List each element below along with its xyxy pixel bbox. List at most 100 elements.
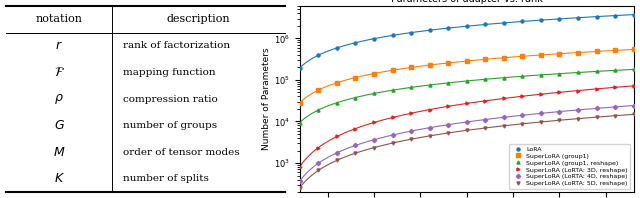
SuperLoRA (group1) — [463, 60, 470, 62]
SuperLoRA (group1) — [556, 52, 563, 55]
SuperLoRA (LoRTA: 4D, reshape): (1, 370): 4D, reshape): (1, 370) — [296, 180, 303, 182]
SuperLoRA (LoRTA: 4D, reshape): (9, 8.38e+03): 4D, reshape): (9, 8.38e+03) — [444, 124, 452, 126]
SuperLoRA (LoRTA: 4D, reshape): (11, 1.11e+04): 4D, reshape): (11, 1.11e+04) — [481, 118, 489, 121]
SuperLoRA (group1) — [630, 48, 637, 51]
LoRA — [630, 13, 637, 16]
SuperLoRA (LoRTA: 3D, reshape): (19, 7.2e+04): 3D, reshape): (19, 7.2e+04) — [630, 85, 637, 87]
SuperLoRA (group1, reshape) — [314, 109, 322, 111]
SuperLoRA (LoRTA: 5D, reshape): (18, 1.38e+04): 5D, reshape): (18, 1.38e+04) — [611, 114, 619, 117]
SuperLoRA (LoRTA: 4D, reshape): (15, 1.73e+04): 4D, reshape): (15, 1.73e+04) — [556, 110, 563, 113]
LoRA — [426, 29, 433, 31]
SuperLoRA (group1, reshape) — [518, 75, 526, 77]
SuperLoRA (LoRTA: 4D, reshape): (12, 1.26e+04): 4D, reshape): (12, 1.26e+04) — [500, 116, 508, 118]
Text: $\rho$: $\rho$ — [54, 92, 64, 106]
SuperLoRA (LoRTA: 5D, reshape): (11, 6.98e+03): 5D, reshape): (11, 6.98e+03) — [481, 127, 489, 129]
SuperLoRA (group1, reshape) — [426, 84, 433, 86]
Text: compression ratio: compression ratio — [124, 94, 218, 104]
LoRA — [593, 15, 600, 18]
Legend: LoRA, SuperLoRA (group1), SuperLoRA (group1, reshape), SuperLoRA (LoRTA: 3D, res: LoRA, SuperLoRA (group1), SuperLoRA (gro… — [509, 144, 630, 189]
SuperLoRA (LoRTA: 4D, reshape): (2, 990): 4D, reshape): (2, 990) — [314, 162, 322, 164]
SuperLoRA (LoRTA: 3D, reshape): (7, 1.58e+04): 3D, reshape): (7, 1.58e+04) — [407, 112, 415, 114]
SuperLoRA (group1) — [537, 54, 545, 56]
SuperLoRA (LoRTA: 4D, reshape): (3, 1.76e+03): 4D, reshape): (3, 1.76e+03) — [333, 152, 340, 154]
SuperLoRA (LoRTA: 5D, reshape): (7, 3.74e+03): 5D, reshape): (7, 3.74e+03) — [407, 138, 415, 140]
SuperLoRA (group1, reshape) — [444, 82, 452, 84]
SuperLoRA (LoRTA: 4D, reshape): (7, 5.86e+03): 4D, reshape): (7, 5.86e+03) — [407, 130, 415, 132]
SuperLoRA (LoRTA: 3D, reshape): (6, 1.25e+04): 3D, reshape): (6, 1.25e+04) — [388, 116, 396, 119]
Line: LoRA: LoRA — [298, 13, 635, 69]
SuperLoRA (LoRTA: 5D, reshape): (2, 664): 5D, reshape): (2, 664) — [314, 169, 322, 172]
SuperLoRA (LoRTA: 5D, reshape): (16, 1.17e+04): 5D, reshape): (16, 1.17e+04) — [574, 117, 582, 120]
SuperLoRA (group1, reshape) — [574, 71, 582, 74]
SuperLoRA (group1) — [518, 55, 526, 57]
Text: mapping function: mapping function — [124, 68, 216, 77]
SuperLoRA (LoRTA: 4D, reshape): (5, 3.64e+03): 4D, reshape): (5, 3.64e+03) — [370, 139, 378, 141]
SuperLoRA (LoRTA: 4D, reshape): (14, 1.57e+04): 4D, reshape): (14, 1.57e+04) — [537, 112, 545, 114]
SuperLoRA (group1) — [333, 82, 340, 84]
SuperLoRA (group1, reshape) — [463, 80, 470, 82]
Text: notation: notation — [36, 14, 83, 24]
LoRA — [537, 19, 545, 21]
Text: order of tensor modes: order of tensor modes — [124, 148, 240, 157]
SuperLoRA (LoRTA: 3D, reshape): (10, 2.72e+04): 3D, reshape): (10, 2.72e+04) — [463, 102, 470, 105]
SuperLoRA (group1) — [611, 49, 619, 52]
Text: rank of factorization: rank of factorization — [124, 41, 230, 50]
SuperLoRA (group1, reshape) — [407, 86, 415, 89]
SuperLoRA (LoRTA: 3D, reshape): (18, 6.63e+04): 3D, reshape): (18, 6.63e+04) — [611, 86, 619, 89]
SuperLoRA (LoRTA: 3D, reshape): (13, 4.05e+04): 3D, reshape): (13, 4.05e+04) — [518, 95, 526, 97]
LoRA — [351, 42, 359, 44]
SuperLoRA (LoRTA: 5D, reshape): (1, 255): 5D, reshape): (1, 255) — [296, 187, 303, 189]
SuperLoRA (LoRTA: 5D, reshape): (17, 1.27e+04): 5D, reshape): (17, 1.27e+04) — [593, 116, 600, 118]
SuperLoRA (group1, reshape) — [593, 70, 600, 73]
Text: number of splits: number of splits — [124, 174, 209, 183]
LoRA — [500, 22, 508, 24]
SuperLoRA (LoRTA: 3D, reshape): (3, 4.36e+03): 3D, reshape): (3, 4.36e+03) — [333, 135, 340, 138]
SuperLoRA (LoRTA: 4D, reshape): (4, 2.65e+03): 4D, reshape): (4, 2.65e+03) — [351, 144, 359, 147]
Text: $\mathcal{F}$: $\mathcal{F}$ — [54, 66, 65, 79]
SuperLoRA (LoRTA: 4D, reshape): (17, 2.07e+04): 4D, reshape): (17, 2.07e+04) — [593, 107, 600, 109]
LoRA — [556, 18, 563, 20]
Text: $G$: $G$ — [54, 119, 65, 132]
Line: SuperLoRA (group1, reshape): SuperLoRA (group1, reshape) — [298, 68, 635, 124]
SuperLoRA (LoRTA: 4D, reshape): (8, 7.09e+03): 4D, reshape): (8, 7.09e+03) — [426, 127, 433, 129]
SuperLoRA (LoRTA: 3D, reshape): (2, 2.35e+03): 3D, reshape): (2, 2.35e+03) — [314, 146, 322, 149]
SuperLoRA (LoRTA: 3D, reshape): (12, 3.58e+04): 3D, reshape): (12, 3.58e+04) — [500, 97, 508, 100]
SuperLoRA (group1) — [426, 64, 433, 66]
LoRA — [314, 54, 322, 56]
SuperLoRA (group1) — [370, 72, 378, 75]
SuperLoRA (group1) — [351, 76, 359, 79]
SuperLoRA (group1, reshape) — [556, 72, 563, 75]
SuperLoRA (group1, reshape) — [296, 121, 303, 124]
SuperLoRA (group1) — [574, 51, 582, 54]
SuperLoRA (LoRTA: 4D, reshape): (18, 2.24e+04): 4D, reshape): (18, 2.24e+04) — [611, 106, 619, 108]
LoRA — [333, 47, 340, 49]
SuperLoRA (LoRTA: 5D, reshape): (5, 2.35e+03): 5D, reshape): (5, 2.35e+03) — [370, 146, 378, 149]
SuperLoRA (group1) — [500, 57, 508, 59]
Y-axis label: Number of Parameters: Number of Parameters — [262, 48, 271, 150]
SuperLoRA (group1, reshape) — [333, 102, 340, 104]
Line: SuperLoRA (LoRTA: 4D, reshape): SuperLoRA (LoRTA: 4D, reshape) — [298, 104, 635, 183]
SuperLoRA (group1) — [388, 69, 396, 71]
SuperLoRA (LoRTA: 4D, reshape): (6, 4.71e+03): 4D, reshape): (6, 4.71e+03) — [388, 134, 396, 136]
LoRA — [370, 37, 378, 40]
SuperLoRA (LoRTA: 3D, reshape): (1, 820): 3D, reshape): (1, 820) — [296, 165, 303, 168]
SuperLoRA (group1, reshape) — [630, 68, 637, 70]
SuperLoRA (group1, reshape) — [388, 89, 396, 91]
LoRA — [574, 16, 582, 19]
SuperLoRA (LoRTA: 3D, reshape): (14, 4.53e+04): 3D, reshape): (14, 4.53e+04) — [537, 93, 545, 95]
SuperLoRA (LoRTA: 5D, reshape): (15, 1.07e+04): 5D, reshape): (15, 1.07e+04) — [556, 119, 563, 121]
SuperLoRA (LoRTA: 5D, reshape): (14, 9.73e+03): 5D, reshape): (14, 9.73e+03) — [537, 121, 545, 123]
SuperLoRA (group1) — [407, 66, 415, 69]
SuperLoRA (LoRTA: 3D, reshape): (5, 9.47e+03): 3D, reshape): (5, 9.47e+03) — [370, 121, 378, 124]
SuperLoRA (LoRTA: 3D, reshape): (16, 5.55e+04): 3D, reshape): (16, 5.55e+04) — [574, 89, 582, 92]
SuperLoRA (group1, reshape) — [537, 74, 545, 76]
SuperLoRA (LoRTA: 4D, reshape): (16, 1.9e+04): 4D, reshape): (16, 1.9e+04) — [574, 109, 582, 111]
SuperLoRA (LoRTA: 3D, reshape): (11, 3.14e+04): 3D, reshape): (11, 3.14e+04) — [481, 100, 489, 102]
SuperLoRA (group1, reshape) — [370, 92, 378, 95]
Text: number of groups: number of groups — [124, 121, 218, 130]
SuperLoRA (group1) — [593, 50, 600, 53]
LoRA — [463, 25, 470, 27]
SuperLoRA (group1) — [296, 101, 303, 104]
SuperLoRA (LoRTA: 5D, reshape): (12, 7.87e+03): 5D, reshape): (12, 7.87e+03) — [500, 125, 508, 127]
SuperLoRA (LoRTA: 5D, reshape): (6, 3.02e+03): 5D, reshape): (6, 3.02e+03) — [388, 142, 396, 144]
